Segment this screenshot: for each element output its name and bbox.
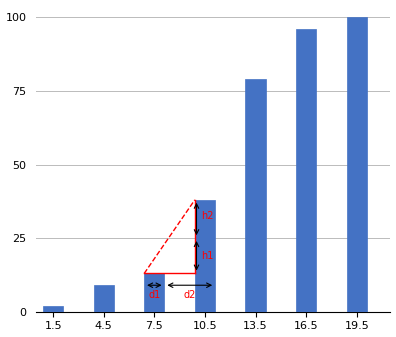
- Bar: [43, 306, 63, 312]
- Bar: [246, 79, 266, 312]
- Text: d2: d2: [184, 289, 196, 300]
- Bar: [93, 285, 114, 312]
- Text: h2: h2: [201, 211, 213, 221]
- Bar: [346, 17, 367, 312]
- Bar: [195, 200, 215, 312]
- Text: d1: d1: [148, 289, 160, 300]
- Bar: [296, 29, 316, 312]
- Bar: [144, 273, 164, 312]
- Text: h1: h1: [201, 251, 213, 261]
